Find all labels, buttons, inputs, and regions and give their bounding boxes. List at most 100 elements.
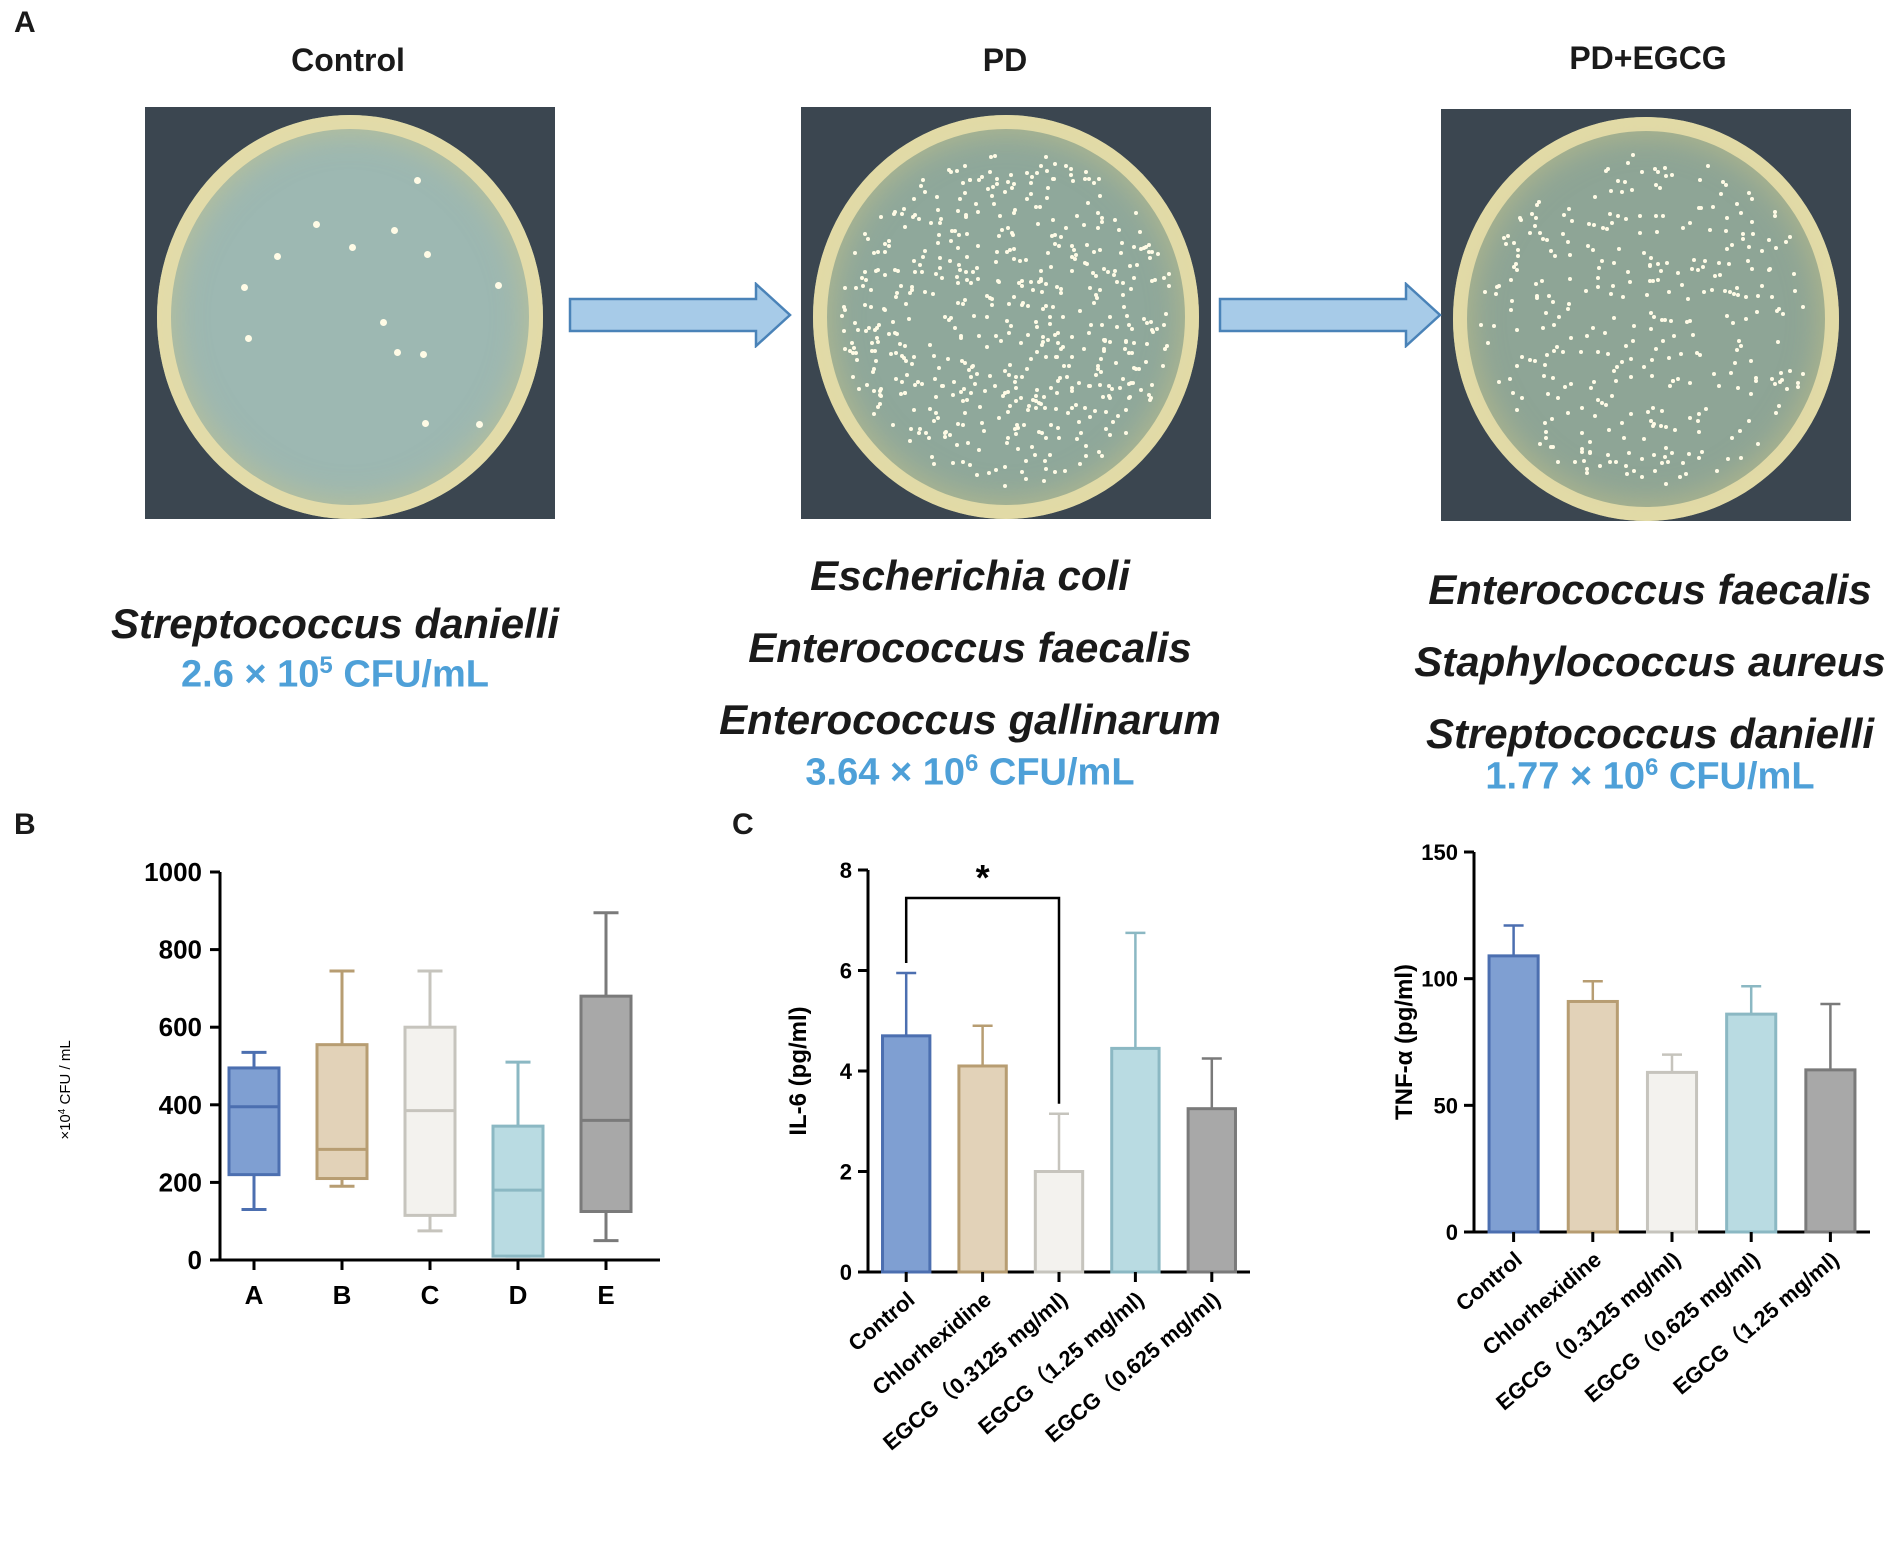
colony xyxy=(1066,364,1071,369)
colony xyxy=(899,211,904,216)
colony xyxy=(1124,314,1129,319)
colony xyxy=(968,462,973,467)
colony xyxy=(241,283,249,291)
colony xyxy=(1597,266,1601,271)
colony xyxy=(1541,373,1546,378)
colony xyxy=(862,302,867,307)
colony xyxy=(1511,390,1516,395)
colony xyxy=(1070,354,1075,359)
colony xyxy=(1775,308,1780,313)
colony xyxy=(878,389,883,394)
colony xyxy=(920,382,925,387)
colony xyxy=(1696,418,1701,423)
colony xyxy=(934,195,939,200)
colony xyxy=(1697,353,1702,358)
colony xyxy=(1552,253,1557,258)
colony xyxy=(902,225,907,230)
colony xyxy=(1711,372,1716,377)
colony xyxy=(1611,284,1616,289)
colony xyxy=(1612,315,1617,320)
colony xyxy=(1748,358,1753,363)
colony xyxy=(1121,281,1125,286)
colony xyxy=(1114,361,1119,366)
colony xyxy=(1687,380,1692,385)
x-tick-label: Control xyxy=(1451,1247,1527,1316)
colony xyxy=(913,270,918,275)
colony xyxy=(1093,408,1098,413)
colony xyxy=(1009,186,1014,191)
colony xyxy=(1550,417,1555,422)
colony xyxy=(929,220,934,225)
colony xyxy=(1086,177,1091,182)
colony xyxy=(1626,450,1631,455)
colony xyxy=(245,334,253,342)
colony xyxy=(1025,196,1030,201)
colony xyxy=(1514,407,1519,412)
colony xyxy=(1538,231,1543,236)
colony xyxy=(909,426,914,431)
colony xyxy=(1679,283,1684,288)
colony xyxy=(1493,291,1498,296)
colony xyxy=(1508,278,1513,283)
colony xyxy=(939,217,944,222)
colony xyxy=(883,250,888,255)
colony xyxy=(1047,322,1052,327)
colony xyxy=(1003,190,1008,195)
colony xyxy=(1779,377,1784,382)
colony xyxy=(1660,317,1665,322)
colony xyxy=(1546,294,1551,299)
colony xyxy=(922,290,927,295)
colony xyxy=(1514,327,1519,332)
species-name: Staphylococcus aureus xyxy=(1414,638,1886,685)
cfu-unit: CFU/mL xyxy=(978,751,1135,794)
colony xyxy=(419,351,427,359)
colony xyxy=(1043,458,1048,463)
colony xyxy=(963,215,968,220)
colony xyxy=(1509,299,1514,304)
colony xyxy=(1759,248,1764,253)
colony xyxy=(1040,289,1045,294)
colony xyxy=(857,387,862,392)
colony xyxy=(1144,342,1149,347)
colony xyxy=(1103,427,1108,432)
colony xyxy=(1025,332,1030,337)
colony xyxy=(1592,194,1597,199)
colony xyxy=(1078,309,1083,314)
colony xyxy=(1648,279,1653,284)
colony xyxy=(1058,376,1063,381)
colony xyxy=(1149,395,1154,400)
colony xyxy=(1667,383,1672,388)
colony xyxy=(949,170,954,175)
colony xyxy=(1666,460,1671,465)
colony xyxy=(1004,318,1009,323)
colony xyxy=(913,383,918,388)
colony xyxy=(841,305,846,310)
colony xyxy=(1719,191,1724,196)
group-title-control: Control xyxy=(291,42,405,78)
colony xyxy=(856,327,861,332)
colony xyxy=(865,383,870,388)
box xyxy=(403,1025,457,1217)
bar xyxy=(1487,954,1540,1234)
colony xyxy=(1543,436,1548,441)
colony xyxy=(1656,170,1661,175)
colony xyxy=(1609,189,1614,194)
colony xyxy=(1561,231,1566,236)
colony xyxy=(974,472,979,477)
x-tick-label: B xyxy=(333,1280,352,1310)
colony xyxy=(1676,377,1681,382)
colony xyxy=(1592,414,1597,419)
colony xyxy=(1628,357,1633,362)
colony xyxy=(1535,294,1540,299)
colony xyxy=(1769,294,1774,299)
colony xyxy=(886,238,891,243)
colony xyxy=(1098,194,1103,198)
colony xyxy=(874,358,879,363)
box xyxy=(315,1043,369,1181)
colony xyxy=(1063,226,1068,231)
colony xyxy=(909,361,914,366)
colony xyxy=(947,258,952,263)
colony xyxy=(1537,441,1542,446)
colony xyxy=(956,232,961,237)
colony xyxy=(931,353,936,358)
